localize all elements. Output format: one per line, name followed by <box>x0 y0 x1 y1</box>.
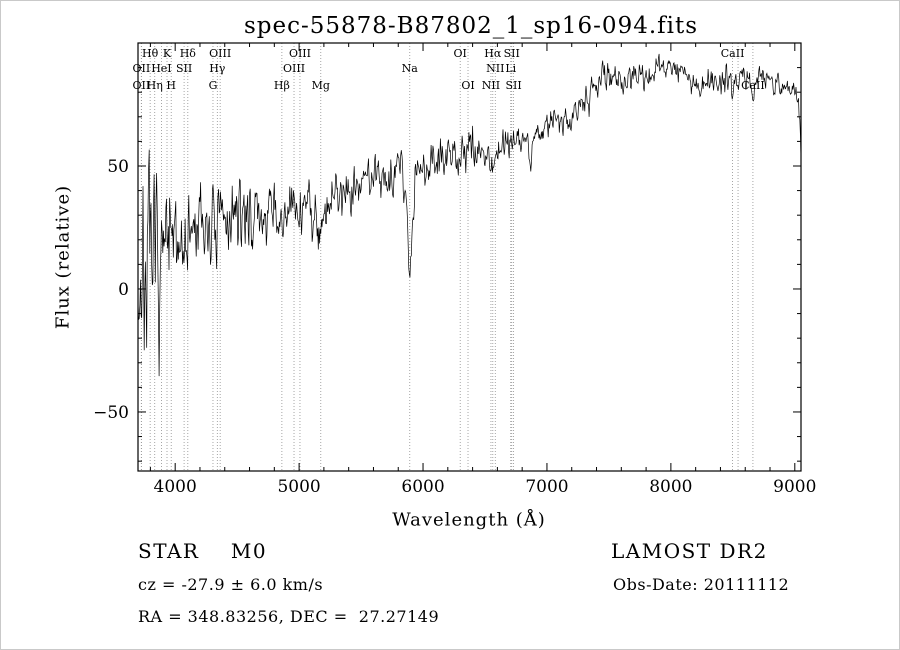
svg-text:Hα: Hα <box>484 47 502 60</box>
svg-text:OI: OI <box>454 47 467 60</box>
object-class-label: STAR M0 <box>138 539 268 563</box>
svg-text:Hγ: Hγ <box>209 62 226 75</box>
svg-text:G: G <box>209 79 218 92</box>
svg-text:HeI: HeI <box>151 62 171 75</box>
svg-text:OII: OII <box>132 79 150 92</box>
svg-text:CaII: CaII <box>721 47 745 60</box>
svg-text:Hη: Hη <box>147 79 163 92</box>
svg-text:Hβ: Hβ <box>274 79 290 92</box>
svg-text:SII: SII <box>506 79 522 92</box>
x-axis-label: Wavelength (Å) <box>392 509 546 531</box>
svg-text:Mg: Mg <box>312 79 330 92</box>
cz-velocity-label: cz = -27.9 ± 6.0 km/s <box>138 575 324 594</box>
svg-text:OI: OI <box>461 79 474 92</box>
svg-text:0: 0 <box>118 280 129 300</box>
chart-title: spec-55878-B87802_1_sp16-094.fits <box>243 13 699 39</box>
svg-text:OIII: OIII <box>289 47 311 60</box>
svg-text:OIII: OIII <box>283 62 305 75</box>
svg-text:Li: Li <box>505 62 516 75</box>
svg-text:−50: −50 <box>93 403 129 423</box>
svg-text:4000: 4000 <box>154 477 197 497</box>
svg-text:50: 50 <box>107 157 129 177</box>
svg-text:Na: Na <box>402 62 419 75</box>
y-axis-label: Flux (relative) <box>52 184 74 330</box>
svg-text:SII: SII <box>176 62 192 75</box>
svg-text:OII: OII <box>132 62 150 75</box>
survey-label: LAMOST DR2 <box>611 539 768 563</box>
svg-text:Hθ: Hθ <box>142 47 159 60</box>
obs-date-label: Obs-Date: 20111112 <box>613 575 790 594</box>
svg-text:6000: 6000 <box>401 477 444 497</box>
svg-text:K: K <box>163 47 172 60</box>
svg-text:NII: NII <box>486 62 504 75</box>
svg-text:5000: 5000 <box>277 477 320 497</box>
svg-text:SII: SII <box>504 47 520 60</box>
svg-text:9000: 9000 <box>773 477 816 497</box>
svg-text:7000: 7000 <box>525 477 568 497</box>
svg-text:Hδ: Hδ <box>180 47 197 60</box>
ra-dec-label: RA = 348.83256, DEC = 27.27149 <box>138 607 440 626</box>
svg-text:CaII: CaII <box>741 79 765 92</box>
svg-text:NII: NII <box>482 79 500 92</box>
svg-text:8000: 8000 <box>649 477 692 497</box>
svg-text:H: H <box>166 79 176 92</box>
svg-text:OIII: OIII <box>209 47 231 60</box>
